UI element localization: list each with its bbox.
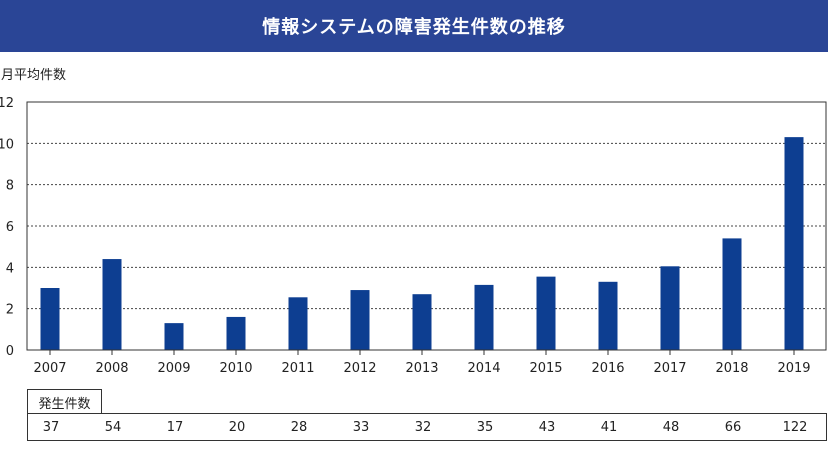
x-tick-label: 2018 [715, 361, 748, 376]
count-cell: 41 [600, 420, 618, 435]
bar [412, 294, 432, 350]
y-tick-label: 2 [6, 303, 14, 318]
y-axis-label: 月平均件数 [1, 68, 67, 83]
bar [474, 284, 494, 350]
bar [536, 276, 556, 350]
x-tick-label: 2019 [777, 361, 810, 376]
x-tick-label: 2014 [467, 361, 500, 376]
count-cell: 28 [290, 420, 308, 435]
y-tick-label: 0 [6, 344, 14, 359]
count-cell: 43 [538, 420, 556, 435]
count-cell: 33 [352, 420, 370, 435]
bar [598, 281, 618, 350]
y-tick-label: 8 [6, 179, 14, 194]
x-tick-label: 2008 [95, 361, 128, 376]
bar [784, 137, 804, 350]
bar [40, 288, 60, 350]
plot-frame [26, 101, 827, 351]
count-table-label: 発生件数 [27, 389, 102, 414]
chart-title-banner: 情報システムの障害発生件数の推移 [0, 0, 828, 52]
x-tick-label: 2010 [219, 361, 252, 376]
count-cell: 20 [228, 420, 246, 435]
count-cell: 48 [662, 420, 680, 435]
bar [102, 259, 122, 350]
x-tick-label: 2017 [653, 361, 686, 376]
x-tick-label: 2016 [591, 361, 624, 376]
x-tick-label: 2012 [343, 361, 376, 376]
count-cell: 35 [476, 420, 494, 435]
x-tick-label: 2011 [281, 361, 314, 376]
count-cell: 17 [166, 420, 184, 435]
count-cell: 122 [782, 420, 808, 435]
count-table-row: 37 54 17 20 28 33 32 35 43 41 48 66 122 [27, 413, 827, 441]
bar [350, 290, 370, 350]
x-tick-label: 2013 [405, 361, 438, 376]
bar [722, 238, 742, 350]
count-table-label-text: 発生件数 [38, 396, 91, 412]
bar-chart: 0 2 4 6 8 10 12 2007 2008 2009 2010 2011 2012 2013 201… [0, 96, 827, 376]
y-tick-label: 10 [0, 137, 14, 152]
bar [660, 266, 680, 350]
y-tick-label: 6 [6, 220, 14, 235]
x-tick-label: 2007 [33, 361, 66, 376]
x-tick-label: 2015 [529, 361, 562, 376]
bar [164, 323, 184, 350]
count-cell: 37 [42, 420, 60, 435]
count-cell: 32 [414, 420, 432, 435]
count-cell: 66 [724, 420, 742, 435]
y-tick-label: 12 [0, 96, 14, 111]
x-tick-label: 2009 [157, 361, 190, 376]
chart-title: 情報システムの障害発生件数の推移 [262, 17, 566, 38]
bar [226, 316, 246, 350]
bar [288, 297, 308, 350]
count-cell: 54 [104, 420, 122, 435]
y-tick-label: 4 [6, 261, 14, 276]
